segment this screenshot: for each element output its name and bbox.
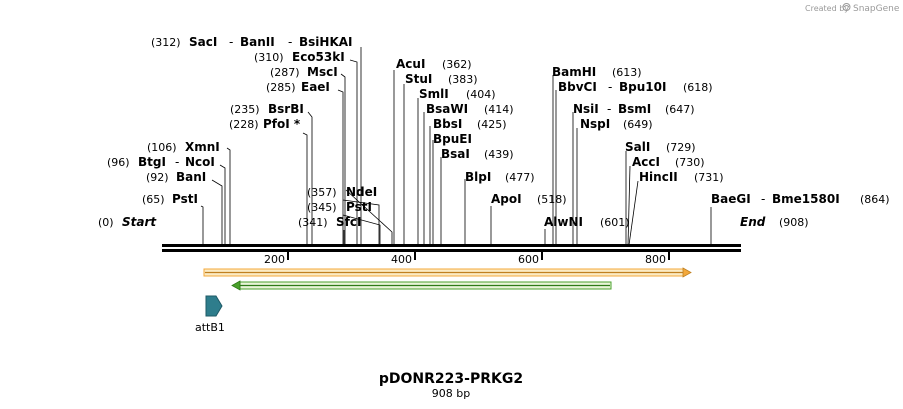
- site-position: (341): [298, 216, 328, 229]
- leader-lines: [200, 47, 712, 246]
- site-position: (414): [484, 103, 514, 116]
- site-position: (649): [623, 118, 653, 131]
- ruler-tick-label: 200: [264, 253, 285, 266]
- site-btgi[interactable]: BtgI: [138, 155, 166, 169]
- orange-arrow-feature[interactable]: [203, 267, 692, 278]
- site-bpuei[interactable]: BpuEI: [433, 132, 472, 146]
- site-position: (92): [146, 171, 169, 184]
- site-position: (425): [477, 118, 507, 131]
- ruler-tick-label: 400: [391, 253, 412, 266]
- site-position: (65): [142, 193, 165, 206]
- site-position: (285): [266, 81, 296, 94]
- attb1-feature[interactable]: attB1: [195, 295, 225, 334]
- site-position: (383): [448, 73, 478, 86]
- site-position: (345): [307, 201, 337, 214]
- site-position: (357): [307, 186, 337, 199]
- credit-text: Created by: [805, 4, 849, 13]
- site-position: (312): [151, 36, 181, 49]
- separator-dash: -: [761, 192, 765, 206]
- site-bsrbi[interactable]: BsrBI: [268, 102, 304, 116]
- site-pfoi[interactable]: PfoI *: [263, 117, 301, 131]
- site-bpu10i[interactable]: Bpu10I: [619, 80, 666, 94]
- site-sali[interactable]: SalI: [625, 140, 650, 154]
- site-alwni[interactable]: AlwNI: [544, 215, 583, 229]
- site-sfci[interactable]: SfcI: [336, 215, 361, 229]
- site-bsihkai[interactable]: BsiHKAI: [299, 35, 353, 49]
- site-acci[interactable]: AccI: [632, 155, 660, 169]
- separator-dash: -: [288, 35, 292, 49]
- ruler-tick-label: 600: [518, 253, 539, 266]
- site-acui[interactable]: AcuI: [396, 57, 425, 71]
- separator-dash: -: [607, 102, 611, 116]
- site-position: (235): [230, 103, 260, 116]
- site-stui[interactable]: StuI: [405, 72, 432, 86]
- start-position: (0): [98, 216, 114, 229]
- attb1-label: attB1: [195, 321, 225, 334]
- site-bsai[interactable]: BsaI: [441, 147, 470, 161]
- site-bsawi[interactable]: BsaWI: [426, 102, 468, 116]
- sequence-backbone: [162, 244, 741, 252]
- site-eaei[interactable]: EaeI: [301, 80, 330, 94]
- site-position: (730): [675, 156, 705, 169]
- end-position: (908): [779, 216, 809, 229]
- separator-dash: -: [608, 80, 612, 94]
- site-position: (601): [600, 216, 630, 229]
- site-saci[interactable]: SacI: [189, 35, 217, 49]
- site-position: (618): [683, 81, 713, 94]
- site-psti-65[interactable]: PstI: [172, 192, 198, 206]
- site-apoi[interactable]: ApoI: [491, 192, 522, 206]
- site-bamhi[interactable]: BamHI: [552, 65, 596, 79]
- ruler-tick-label: 800: [645, 253, 666, 266]
- map-title: pDONR223-PRKG2: [379, 371, 523, 387]
- attb1-arrow-icon: [205, 295, 223, 317]
- site-position: (729): [666, 141, 696, 154]
- site-ncoi[interactable]: NcoI: [185, 155, 215, 169]
- site-position: (287): [270, 66, 300, 79]
- site-position: (647): [665, 103, 695, 116]
- snapgene-logo-icon: [842, 2, 851, 12]
- site-position: (439): [484, 148, 514, 161]
- site-bbvci[interactable]: BbvCI: [558, 80, 597, 94]
- separator-dash: -: [229, 35, 233, 49]
- site-nspi[interactable]: NspI: [580, 117, 610, 131]
- site-blpi[interactable]: BlpI: [465, 170, 491, 184]
- end-label: End: [740, 215, 766, 229]
- site-position: (228): [229, 118, 259, 131]
- start-label: Start: [122, 215, 157, 229]
- green-arrow-head-icon: [231, 280, 241, 291]
- site-position: (613): [612, 66, 642, 79]
- green-arrow-feature[interactable]: [231, 280, 612, 291]
- site-msci[interactable]: MscI: [307, 65, 338, 79]
- site-bme1580i[interactable]: Bme1580I: [772, 192, 840, 206]
- site-eco53ki[interactable]: Eco53kI: [292, 50, 345, 64]
- map-length: 908 bp: [432, 387, 470, 400]
- separator-dash: -: [175, 155, 179, 169]
- site-baegi[interactable]: BaeGI: [711, 192, 751, 206]
- site-position: (310): [254, 51, 284, 64]
- site-smli[interactable]: SmlI: [419, 87, 449, 101]
- site-position: (362): [442, 58, 472, 71]
- site-position: (518): [537, 193, 567, 206]
- orange-arrow-head-icon: [682, 267, 692, 278]
- site-position: (477): [505, 171, 535, 184]
- site-bbsi[interactable]: BbsI: [433, 117, 462, 131]
- ruler: 200 400 600 800: [264, 252, 670, 266]
- site-position: (864): [860, 193, 890, 206]
- site-psti-345[interactable]: PstI: [346, 200, 372, 214]
- site-bani[interactable]: BanI: [176, 170, 206, 184]
- site-position: (106): [147, 141, 177, 154]
- site-position: (404): [466, 88, 496, 101]
- site-xmni[interactable]: XmnI: [185, 140, 220, 154]
- site-hincii[interactable]: HincII: [639, 170, 678, 184]
- site-position: (731): [694, 171, 724, 184]
- site-position: (96): [107, 156, 130, 169]
- site-ndei[interactable]: NdeI: [346, 185, 377, 199]
- site-bsmi[interactable]: BsmI: [618, 102, 651, 116]
- site-banii[interactable]: BanII: [240, 35, 275, 49]
- snapgene-brand: SnapGene: [853, 4, 900, 14]
- site-nsii[interactable]: NsiI: [573, 102, 599, 116]
